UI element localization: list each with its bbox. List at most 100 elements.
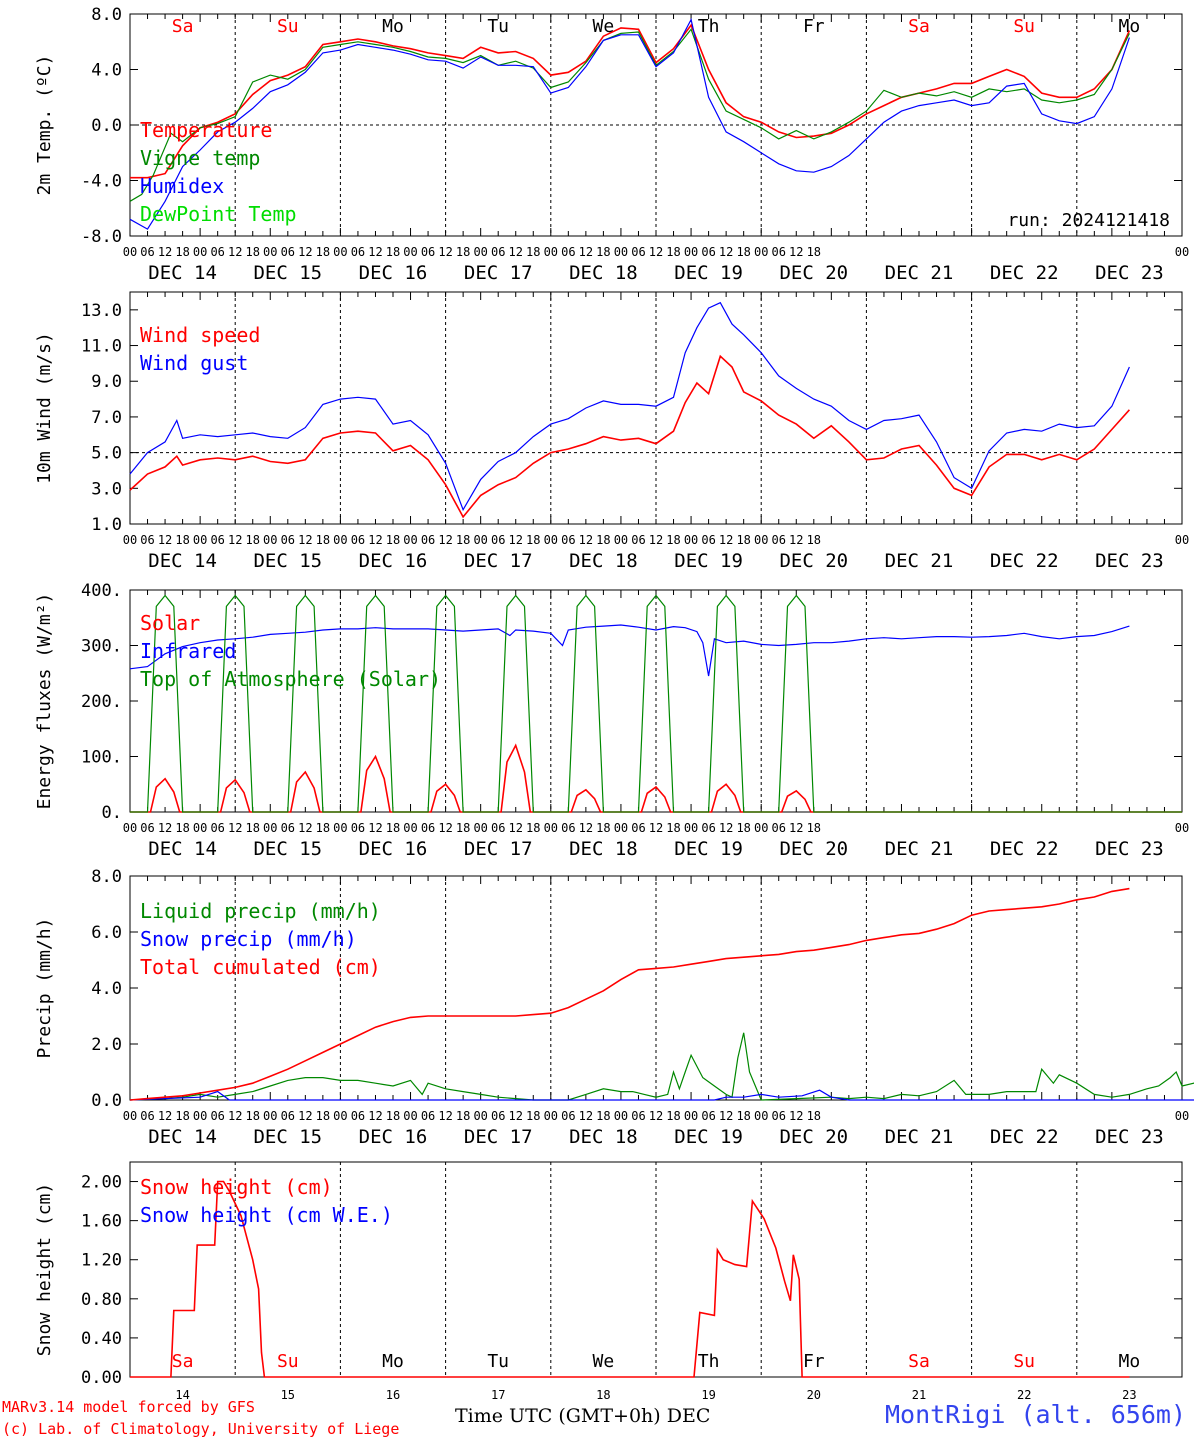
x-hour-label: 12 bbox=[719, 245, 733, 259]
x-hour-label: 12 bbox=[789, 533, 803, 547]
x-day-label: 16 bbox=[386, 1388, 400, 1402]
x-hour-label: 18 bbox=[666, 821, 680, 835]
x-hour-label: 18 bbox=[316, 245, 330, 259]
y-tick-label: 0.0 bbox=[91, 1091, 122, 1111]
x-day-label: DEC 17 bbox=[464, 262, 533, 284]
x-hour-label: 18 bbox=[666, 245, 680, 259]
day-name-label: Fr bbox=[803, 16, 825, 37]
x-hour-label: 00 bbox=[1175, 245, 1189, 259]
x-hour-label: 00 bbox=[544, 821, 558, 835]
x-hour-label: 00 bbox=[193, 533, 207, 547]
x-hour-label: 12 bbox=[228, 245, 242, 259]
x-hour-label: 06 bbox=[351, 533, 365, 547]
series-line-total-cumulated-cm bbox=[129, 887, 1130, 1101]
x-hour-label: 18 bbox=[316, 533, 330, 547]
x-hour-label: 06 bbox=[491, 821, 505, 835]
x-hour-label: 12 bbox=[649, 821, 663, 835]
x-hour-label: 12 bbox=[789, 1109, 803, 1123]
series-line-temperature bbox=[130, 23, 1131, 179]
x-hour-label: 00 bbox=[123, 1109, 137, 1123]
x-day-label: DEC 16 bbox=[359, 262, 428, 284]
day-name-label: Sa bbox=[908, 1351, 930, 1372]
x-hour-label: 06 bbox=[561, 1109, 575, 1123]
y-tick-label: 100. bbox=[81, 748, 122, 768]
x-day-label: DEC 15 bbox=[253, 838, 322, 860]
y-tick-label: 200. bbox=[81, 692, 122, 712]
day-name-label: Su bbox=[277, 1351, 299, 1372]
y-tick-label: 4.0 bbox=[91, 61, 122, 81]
x-hour-label: 00 bbox=[403, 821, 417, 835]
series-line-vigne-temp bbox=[129, 28, 1130, 202]
x-hour-label: 00 bbox=[263, 245, 277, 259]
x-hour-label: 18 bbox=[386, 245, 400, 259]
x-hour-label: 06 bbox=[140, 533, 154, 547]
x-day-label: DEC 23 bbox=[1095, 838, 1164, 860]
series-line-liquid-precip-mm-h bbox=[129, 1032, 1194, 1101]
y-tick-label: 400. bbox=[81, 581, 122, 601]
x-hour-label: 00 bbox=[473, 821, 487, 835]
x-hour-label: 12 bbox=[298, 821, 312, 835]
x-hour-label: 06 bbox=[421, 821, 435, 835]
x-hour-label: 00 bbox=[123, 533, 137, 547]
panel-temperature: -8.0-4.00.04.08.02m Temp. (ºC)00 06 12 18 00… bbox=[34, 5, 1189, 284]
x-hour-label: 12 bbox=[509, 821, 523, 835]
x-hour-label: 18 bbox=[246, 821, 260, 835]
x-day-label: DEC 19 bbox=[674, 262, 743, 284]
x-day-label: DEC 21 bbox=[885, 262, 954, 284]
x-hour-label: 06 bbox=[210, 1109, 224, 1123]
x-hour-label: 00 bbox=[123, 821, 137, 835]
x-hour-label: 18 bbox=[386, 533, 400, 547]
x-day-label: DEC 20 bbox=[779, 550, 848, 572]
x-hour-label: 00 bbox=[684, 245, 698, 259]
x-day-label: DEC 16 bbox=[359, 838, 428, 860]
series-line-snow-height-cm bbox=[130, 1180, 1130, 1378]
x-hour-label: 18 bbox=[736, 533, 750, 547]
x-hour-label: 12 bbox=[438, 245, 452, 259]
x-day-label: DEC 20 bbox=[779, 262, 848, 284]
x-day-label: 17 bbox=[491, 1388, 505, 1402]
x-day-label: DEC 23 bbox=[1095, 550, 1164, 572]
x-hour-label: 12 bbox=[649, 1109, 663, 1123]
x-day-label: DEC 17 bbox=[464, 838, 533, 860]
x-day-label: 23 bbox=[1122, 1388, 1136, 1402]
legend-entry: Snow height (cm) bbox=[140, 1175, 333, 1199]
x-hour-label: 06 bbox=[210, 821, 224, 835]
legend-entry: Snow height (cm W.E.) bbox=[140, 1203, 393, 1227]
x-day-label: 20 bbox=[807, 1388, 821, 1402]
x-day-label: 15 bbox=[281, 1388, 295, 1402]
legend-entry: Snow precip (mm/h) bbox=[140, 927, 357, 951]
legend-entry: Solar bbox=[140, 611, 200, 635]
x-hour-label: 12 bbox=[509, 533, 523, 547]
x-hour-label: 00 bbox=[614, 245, 628, 259]
x-hour-label: 12 bbox=[789, 245, 803, 259]
x-day-label: 19 bbox=[701, 1388, 715, 1402]
x-hour-label: 18 bbox=[386, 1109, 400, 1123]
day-name-label: Mo bbox=[1119, 1351, 1141, 1372]
x-hour-label: 18 bbox=[666, 1109, 680, 1123]
day-name-label: We bbox=[593, 1351, 615, 1372]
x-hour-label: 00 bbox=[403, 245, 417, 259]
x-hour-label: 18 bbox=[175, 533, 189, 547]
x-day-label: DEC 20 bbox=[779, 1126, 848, 1148]
x-hour-label: 12 bbox=[228, 533, 242, 547]
x-day-label: DEC 18 bbox=[569, 262, 638, 284]
x-day-label: DEC 17 bbox=[464, 550, 533, 572]
x-hour-label: 12 bbox=[368, 1109, 382, 1123]
legend-entry: Top of Atmosphere (Solar) bbox=[140, 667, 441, 691]
x-hour-label: 12 bbox=[158, 533, 172, 547]
y-tick-label: 3.0 bbox=[91, 479, 122, 499]
x-hour-label: 00 bbox=[403, 1109, 417, 1123]
x-hour-label: 06 bbox=[421, 245, 435, 259]
panel-energy: 0. 100. 200. 300. 400. Energy fluxes (W/m²) 00… bbox=[34, 581, 1189, 860]
y-tick-label: 7.0 bbox=[91, 408, 122, 428]
x-hour-label: 12 bbox=[298, 533, 312, 547]
y-tick-label: 1.0 bbox=[91, 515, 122, 535]
x-hour-label: 06 bbox=[210, 533, 224, 547]
x-hour-label: 18 bbox=[736, 245, 750, 259]
x-hour-label: 00 bbox=[123, 245, 137, 259]
x-hour-label: 00 bbox=[473, 533, 487, 547]
x-hour-label: 18 bbox=[596, 1109, 610, 1123]
y-axis-label: Precip (mm/h) bbox=[34, 918, 55, 1059]
day-name-label: Th bbox=[698, 16, 720, 37]
x-hour-label: 06 bbox=[140, 245, 154, 259]
